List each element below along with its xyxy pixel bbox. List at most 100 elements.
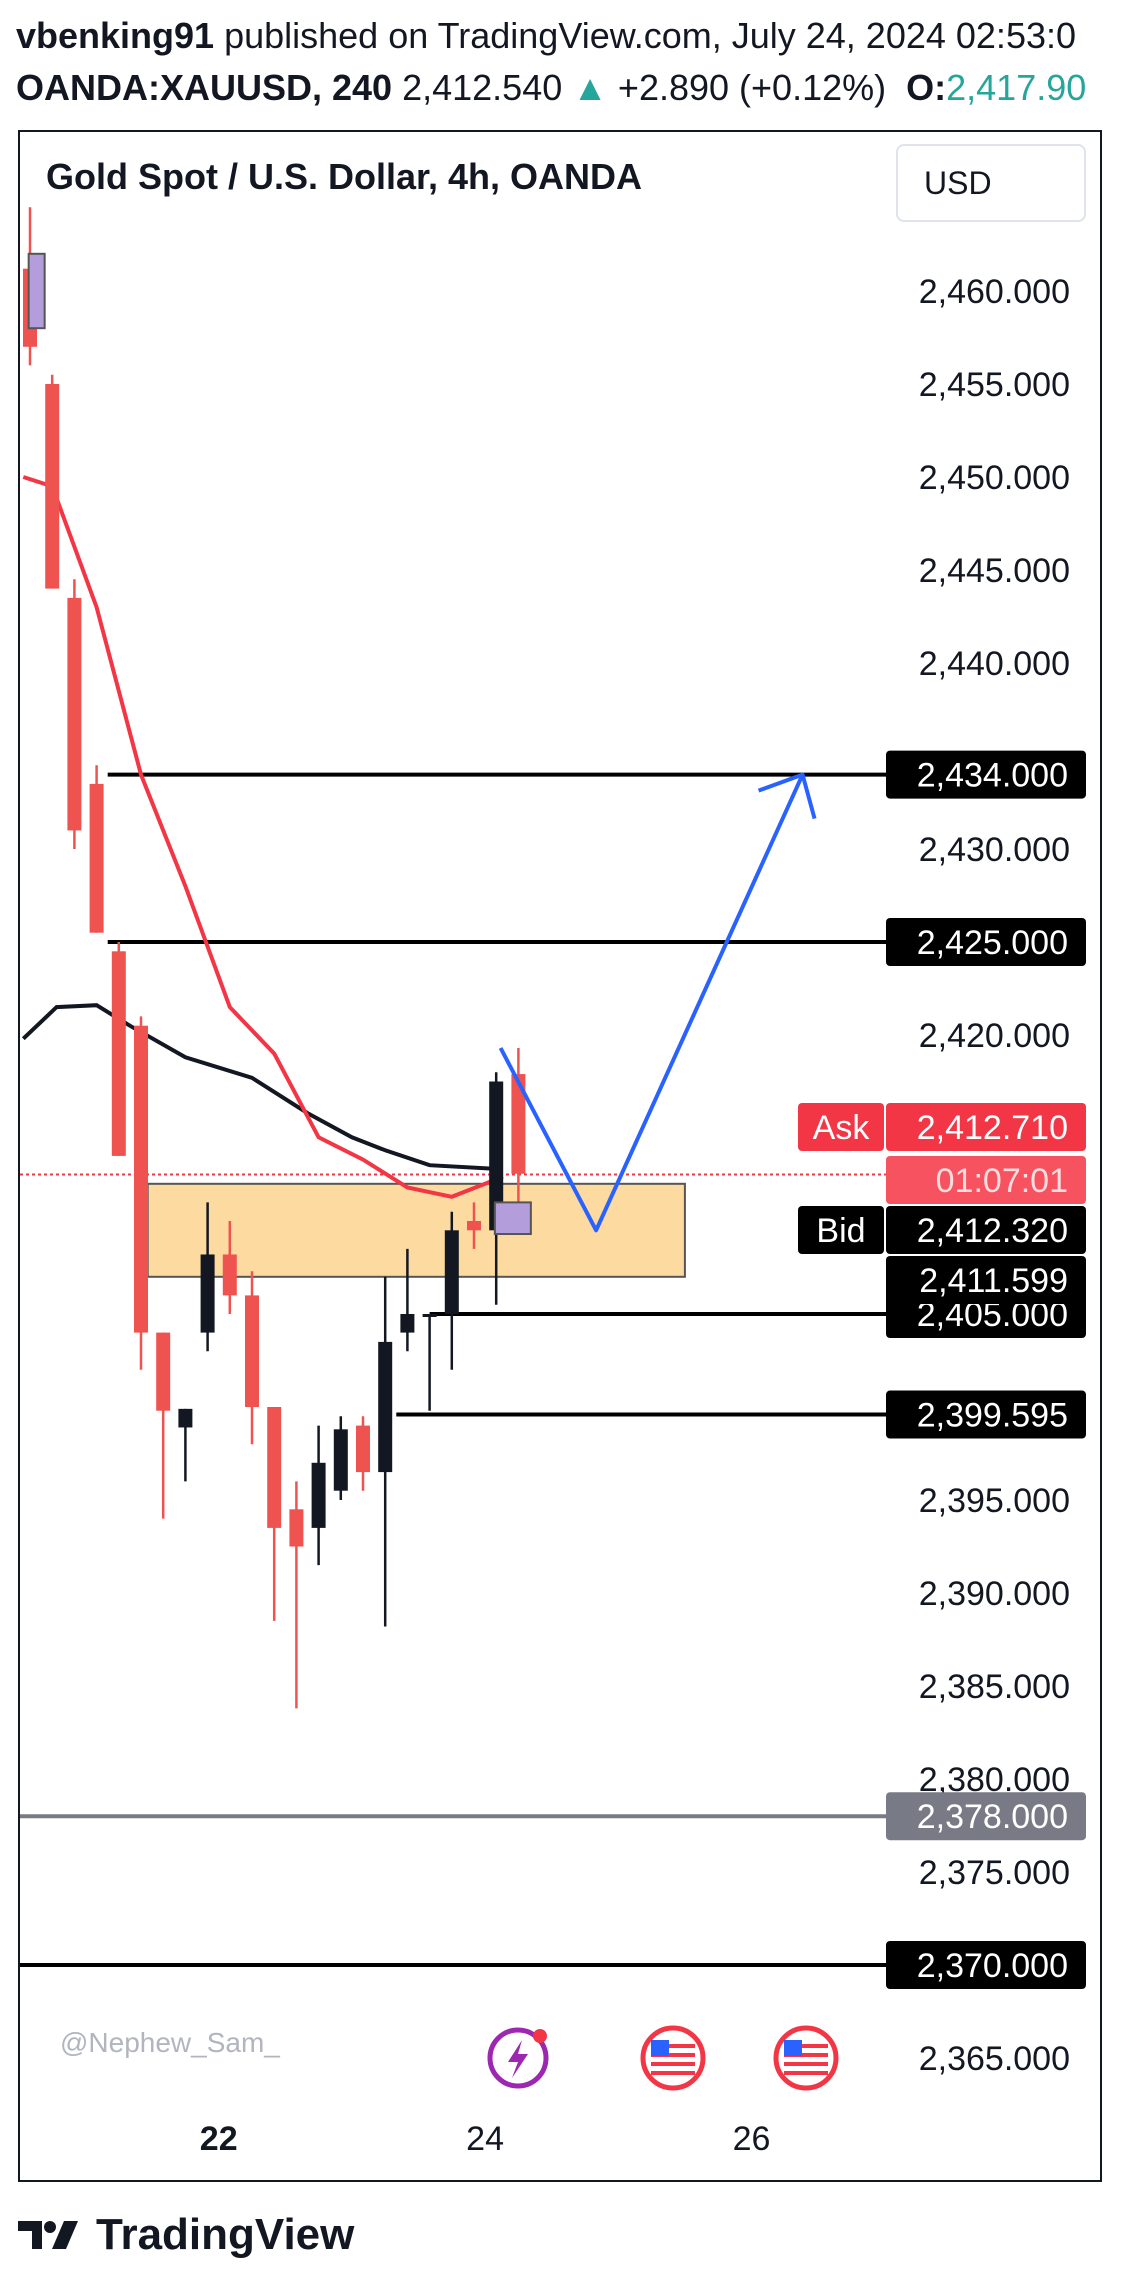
level-price-tag: 2,425.000 [917, 924, 1068, 962]
y-tick-label: 2,430.000 [919, 831, 1070, 869]
price-label-bg [886, 1256, 1086, 1304]
x-tick-label: 22 [200, 2120, 238, 2158]
candle [267, 1407, 282, 1621]
candle-body [378, 1341, 393, 1473]
tradingview-logo-icon [18, 2221, 78, 2249]
y-tick-label: 2,395.000 [919, 1482, 1070, 1520]
level-price-tag-bg [886, 1941, 1086, 1989]
candle-body [134, 1025, 148, 1333]
publish-info: vbenking91 published on TradingView.com,… [16, 14, 1122, 58]
candle-body [333, 1429, 348, 1491]
symbol-info: OANDA:XAUUSD, 240 2,412.540 ▲ +2.890 (+0… [16, 66, 1122, 110]
candle [45, 374, 60, 589]
flag-stripe [784, 2053, 828, 2057]
candle [289, 1481, 304, 1709]
candle [311, 1425, 326, 1566]
candle [378, 1276, 393, 1627]
candle-body [289, 1509, 304, 1547]
open-value: 2,417.90 [946, 67, 1087, 108]
y-tick-label: 2,460.000 [919, 273, 1070, 311]
candle [222, 1221, 237, 1314]
candle-body [67, 597, 82, 831]
us-flag-icon [640, 2025, 706, 2091]
watermark-text: @Nephew_Sam_ [60, 2027, 280, 2058]
flag-ring [640, 2025, 706, 2091]
moving-average-line-1 [22, 475, 504, 1199]
price-label-bg [886, 1206, 1086, 1254]
candle-body [356, 1425, 370, 1473]
y-tick-label: 2,455.000 [919, 366, 1070, 404]
price-label-bg [886, 1103, 1086, 1151]
candle-body [444, 1230, 459, 1314]
level-price-tag-bg [886, 1390, 1086, 1439]
price-tag-text: Ask [813, 1109, 871, 1147]
price-label: 2,412.320 [917, 1212, 1068, 1250]
order-block-zone [146, 1182, 686, 1278]
symbol-label: OANDA:XAUUSD, 240 [16, 67, 393, 108]
price-tag-text: Bid [816, 1212, 865, 1250]
candle-body [267, 1407, 282, 1528]
level-price-tag-bg [886, 1792, 1086, 1841]
flag-stripe [784, 2071, 828, 2075]
level-price-tag: 2,370.000 [917, 1947, 1068, 1985]
candle-body [178, 1408, 193, 1428]
us-flag-icon [773, 2025, 839, 2091]
level-price-tag: 2,378.000 [917, 1798, 1068, 1836]
open-label: O: [906, 67, 947, 108]
candle-body [245, 1295, 259, 1407]
level-price-tag-bg [886, 750, 1086, 799]
candle [511, 1048, 526, 1203]
y-tick-label: 2,445.000 [919, 552, 1070, 590]
price-label: 2,412.710 [917, 1109, 1068, 1147]
marker-box-1 [493, 1201, 532, 1236]
y-tick-label: 2,375.000 [919, 1854, 1070, 1892]
candle [333, 1416, 348, 1500]
flag-stripe [651, 2044, 695, 2048]
last-price: 2,412.540 [402, 67, 563, 108]
flag-stripe [651, 2062, 695, 2066]
candle [111, 942, 126, 1156]
author-name[interactable]: vbenking91 [16, 15, 215, 56]
price-tag-box [798, 1206, 884, 1254]
flag-canton [784, 2040, 802, 2056]
event-flash-icon [487, 2027, 549, 2089]
y-tick-label: 2,420.000 [919, 1017, 1070, 1055]
candle [467, 1202, 481, 1249]
candle-body [200, 1254, 215, 1333]
candle-body [89, 783, 104, 933]
candle [489, 1072, 504, 1305]
candle-body [222, 1254, 237, 1296]
y-tick-label: 2,440.000 [919, 645, 1070, 683]
price-label: 2,411.599 [919, 1262, 1068, 1300]
price-label-bg [886, 1156, 1086, 1204]
chart-title: Gold Spot / U.S. Dollar, 4h, OANDA [46, 156, 643, 197]
y-tick-label: 2,385.000 [919, 1668, 1070, 1706]
level-price-tag: 2,434.000 [917, 757, 1068, 795]
candle-body [311, 1462, 326, 1528]
currency-button[interactable]: USD [896, 144, 1086, 222]
flag-stripe [651, 2071, 695, 2075]
flag-stripe [784, 2062, 828, 2066]
projection-path [498, 773, 805, 1233]
candle-body [45, 384, 60, 589]
candle [156, 1332, 171, 1519]
plot-area: @Nephew_Sam_ 22 24 26 2,460.000 2,455.000 2,45… [20, 207, 1086, 2158]
candle [200, 1202, 215, 1352]
price-change: +2.890 (+0.12%) [617, 67, 887, 108]
publish-text: published on TradingView.com, July 24, 2… [214, 15, 1077, 56]
candle-body [511, 1074, 526, 1174]
tradingview-footer: TradingView [18, 2210, 354, 2260]
candle [67, 579, 82, 849]
candle [400, 1248, 415, 1352]
moving-average-line-0 [21, 1003, 497, 1171]
price-tag-box [798, 1103, 884, 1151]
y-tick-label: 2,390.000 [919, 1575, 1070, 1613]
level-price-tag-bg [886, 918, 1086, 966]
candle-body [156, 1332, 171, 1411]
candle-body [400, 1314, 415, 1333]
candle-body [489, 1081, 504, 1231]
x-tick-label: 24 [466, 2120, 504, 2158]
candle [356, 1416, 370, 1491]
price-label: 01:07:01 [936, 1162, 1068, 1200]
